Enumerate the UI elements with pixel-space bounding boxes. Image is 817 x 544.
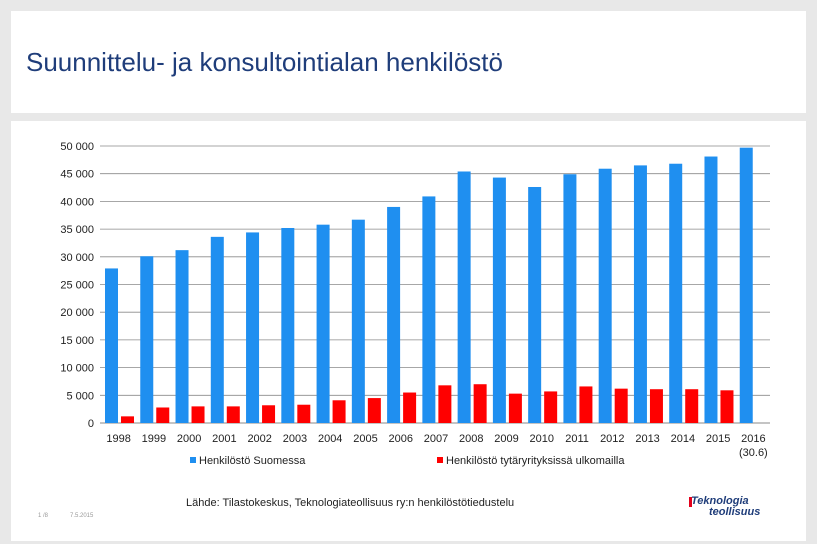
bar-abroad-2012 (614, 388, 628, 423)
title-panel (11, 11, 806, 113)
x-tick-label: 2005 (353, 433, 377, 445)
bar-abroad-2013 (649, 389, 663, 423)
legend-label-1: Henkilöstö Suomessa (199, 455, 306, 467)
bar-finland-1999 (140, 256, 154, 423)
y-tick-label: 5 000 (66, 390, 94, 402)
y-tick-label: 10 000 (60, 363, 94, 375)
y-tick-label: 20 000 (60, 307, 94, 319)
page-number: 1 /8 (38, 513, 49, 519)
x-tick-label: 2010 (530, 433, 554, 445)
legend-label-2: Henkilöstö tytäryrityksissä ulkomailla (446, 455, 625, 467)
x-tick-label: 1998 (106, 433, 130, 445)
legend-swatch-2 (437, 457, 443, 463)
bar-finland-2003 (281, 227, 295, 423)
legend-swatch-1 (190, 457, 196, 463)
x-tick-label: 2006 (388, 433, 412, 445)
bar-abroad-2001 (226, 406, 240, 423)
slide-title: Suunnittelu- ja konsultointialan henkilö… (26, 47, 503, 77)
x-tick-label: 2000 (177, 433, 201, 445)
y-tick-label: 30 000 (60, 252, 94, 264)
y-tick-label: 40 000 (60, 196, 94, 208)
x-tick-label: 2013 (635, 433, 659, 445)
bar-finland-2004 (316, 224, 330, 423)
teknologiateollisuus-logo: Teknologia teollisuus (689, 495, 781, 519)
bar-finland-2010 (528, 186, 542, 423)
y-tick-label: 35 000 (60, 224, 94, 236)
bar-finland-2012 (598, 168, 612, 423)
y-tick-label: 50 000 (60, 141, 94, 153)
x-tick-label: 1999 (142, 433, 166, 445)
x-tick-label: 2009 (494, 433, 518, 445)
bar-abroad-2002 (262, 405, 276, 423)
x-tick-label: 2007 (424, 433, 448, 445)
y-tick-label: 45 000 (60, 169, 94, 181)
x-tick-label: 2016 (741, 433, 765, 445)
x-tick-label: 2008 (459, 433, 483, 445)
bar-abroad-2009 (508, 393, 522, 423)
bar-finland-2000 (175, 250, 189, 423)
y-tick-label: 15 000 (60, 335, 94, 347)
bar-finland-2009 (492, 177, 506, 423)
bar-finland-2007 (422, 196, 436, 423)
bar-finland-2011 (563, 174, 577, 423)
x-tick-sublabel: (30.6) (739, 447, 768, 459)
bar-finland-2016 (739, 147, 753, 424)
x-tick-label: 2004 (318, 433, 342, 445)
bar-abroad-2007 (438, 385, 452, 423)
bar-abroad-2014 (685, 389, 699, 423)
x-tick-label: 2003 (283, 433, 307, 445)
x-tick-label: 2001 (212, 433, 236, 445)
bar-finland-2008 (457, 171, 471, 423)
bar-finland-2006 (387, 206, 401, 423)
x-tick-label: 2015 (706, 433, 730, 445)
bar-finland-2002 (246, 232, 260, 423)
bar-finland-1998 (105, 268, 118, 423)
bar-abroad-1999 (156, 407, 170, 423)
source-note: Lähde: Tilastokeskus, Teknologiateollisu… (186, 497, 515, 509)
y-tick-label: 0 (88, 418, 94, 430)
bar-abroad-2000 (191, 406, 205, 423)
bar-finland-2015 (704, 156, 718, 423)
x-tick-label: 2014 (671, 433, 695, 445)
logo-text-line2: teollisuus (709, 506, 761, 518)
bar-finland-2014 (669, 163, 683, 423)
bar-abroad-1998 (121, 416, 134, 423)
x-tick-label: 2011 (565, 433, 589, 445)
bar-abroad-2010 (544, 391, 558, 423)
x-tick-label: 2012 (600, 433, 624, 445)
bar-abroad-2006 (403, 392, 417, 423)
bar-finland-2005 (351, 219, 365, 423)
y-tick-label: 25 000 (60, 280, 94, 292)
bar-abroad-2015 (720, 390, 734, 423)
bar-abroad-2008 (473, 384, 487, 423)
bar-abroad-2003 (297, 404, 311, 423)
bar-abroad-2011 (579, 386, 593, 423)
bar-abroad-2005 (367, 398, 381, 423)
logo-text-line1: Teknologia (691, 495, 749, 507)
bar-finland-2001 (210, 236, 224, 423)
bar-abroad-2004 (332, 400, 346, 423)
footer-date: 7.5.2015 (70, 513, 94, 519)
bar-finland-2013 (633, 165, 647, 423)
logo-accent-mark (689, 497, 692, 507)
x-tick-label: 2002 (247, 433, 271, 445)
